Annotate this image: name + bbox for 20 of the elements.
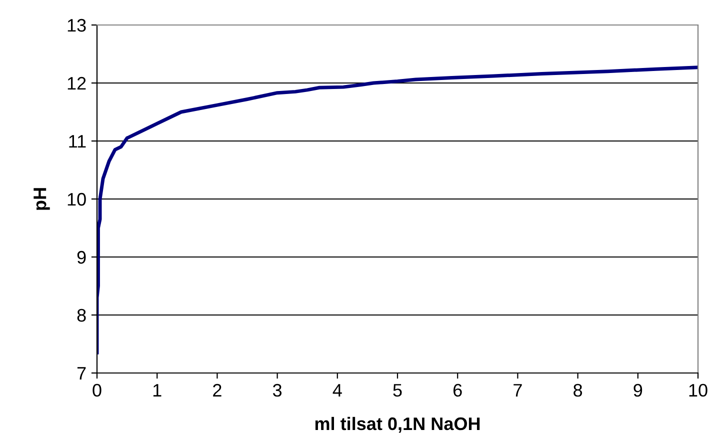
y-tick-label: 9: [77, 250, 86, 264]
y-tick-label: 12: [68, 76, 86, 90]
x-tick-label: 1: [153, 384, 162, 396]
x-tick-label: 4: [332, 384, 342, 396]
y-axis-title: pH: [34, 188, 50, 210]
y-tick-label: 11: [69, 135, 86, 148]
y-tick-label: 8: [77, 308, 86, 322]
x-tick-label: 7: [514, 384, 522, 396]
x-tick-label: 9: [634, 384, 642, 397]
y-tick-label: 13: [68, 18, 86, 32]
x-tick-label: 6: [453, 384, 462, 397]
x-axis-title: ml tilsat 0,1N NaOH: [315, 416, 480, 433]
y-tick-label: 7: [77, 367, 86, 380]
x-tick-label: 3: [272, 384, 282, 397]
x-tick-label: 2: [213, 384, 222, 396]
x-tick-label: 10: [689, 384, 708, 397]
x-tick-label: 0: [92, 384, 102, 397]
x-tick-label: 8: [574, 384, 582, 397]
x-tick-label: 5: [393, 384, 402, 397]
y-tick-label: 10: [68, 192, 86, 206]
